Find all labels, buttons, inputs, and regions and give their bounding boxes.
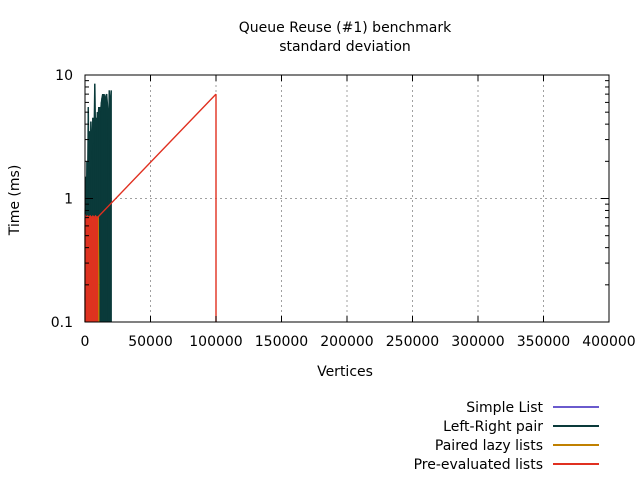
legend-label-paired-lazy-lists: Paired lazy lists (435, 438, 543, 454)
y-axis-label: Time (ms) (7, 165, 23, 237)
x-tick-label: 100000 (189, 334, 242, 350)
x-tick-label: 0 (81, 334, 90, 350)
legend: Simple List Left-Right pair Paired lazy li… (414, 400, 599, 473)
chart-subtitle: standard deviation (279, 39, 411, 55)
series-line-left-right-pair (84, 83, 112, 214)
y-tick-label: 1 (64, 192, 73, 208)
legend-label-left-right-pair: Left-Right pair (443, 419, 543, 435)
x-tick-label: 150000 (255, 334, 308, 350)
x-tick-label: 400000 (582, 334, 635, 350)
series-pre-evaluated-lists (84, 93, 217, 322)
x-tick-label: 50000 (128, 334, 173, 350)
plot-series (84, 83, 217, 322)
x-tick-label: 250000 (386, 334, 439, 350)
x-tick-label: 300000 (451, 334, 504, 350)
x-axis-label: Vertices (317, 364, 373, 380)
chart-title: Queue Reuse (#1) benchmark (239, 20, 452, 36)
y-tick-label: 0.1 (51, 315, 73, 331)
x-tick-label: 350000 (517, 334, 570, 350)
axis-ticks: 0 50000 100000 150000 200000 250000 300000 3500… (51, 68, 636, 350)
legend-label-simple-list: Simple List (466, 400, 543, 416)
x-tick-label: 200000 (320, 334, 373, 350)
legend-label-pre-evaluated-lists: Pre-evaluated lists (414, 457, 543, 473)
y-tick-label: 10 (55, 68, 73, 84)
